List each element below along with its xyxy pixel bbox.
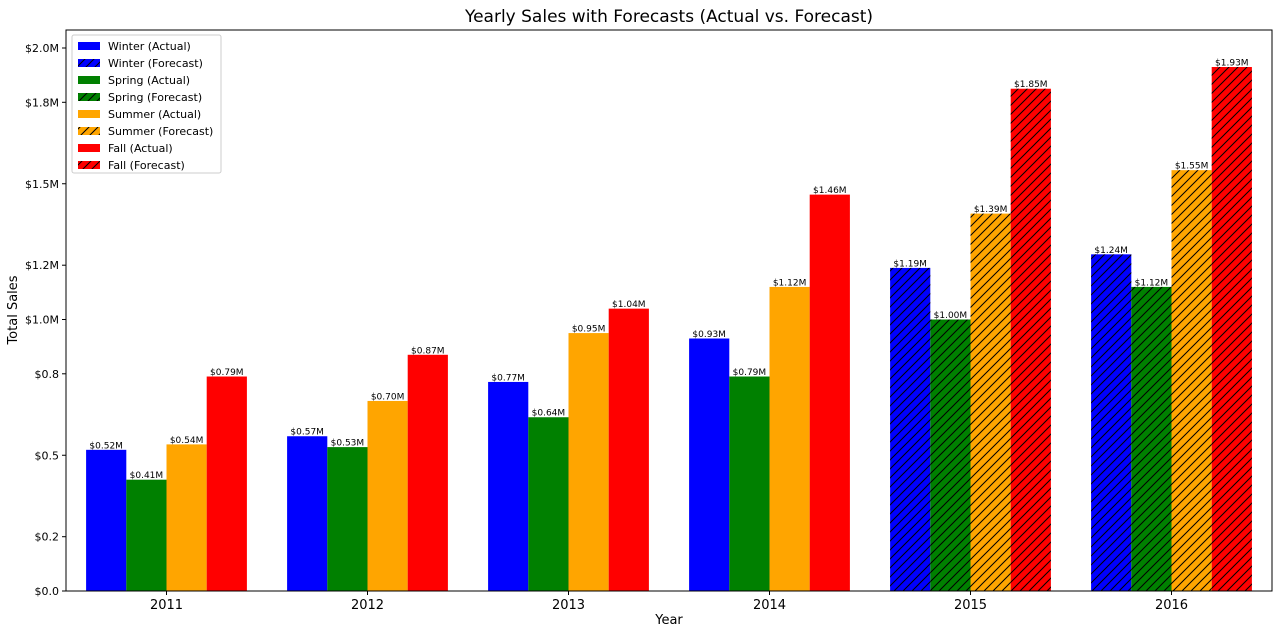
- bar-fall-2011: [206, 376, 247, 591]
- bar-fall-2013: [608, 308, 649, 591]
- x-tick-label: 2011: [150, 598, 183, 613]
- y-tick-label: $2.0M: [25, 42, 59, 55]
- legend-swatch-hatch: [78, 93, 100, 101]
- bar-summer-2012: [367, 400, 408, 591]
- legend-entry: Spring (Forecast): [108, 91, 202, 104]
- data-label: $0.52M: [89, 441, 123, 451]
- data-label: $0.54M: [170, 436, 204, 446]
- data-label: $1.93M: [1215, 59, 1249, 69]
- bar-hatch-winter-2015: [890, 267, 931, 591]
- bar-hatch-summer-2015: [970, 213, 1011, 592]
- y-tick-label: $0.8: [35, 368, 60, 381]
- x-axis-label: Year: [654, 613, 683, 628]
- bar-spring-2013: [528, 417, 569, 591]
- bar-summer-2013: [568, 333, 609, 591]
- x-tick-label: 2013: [552, 598, 585, 613]
- data-label: $0.70M: [371, 392, 405, 402]
- legend-entry: Fall (Forecast): [108, 159, 185, 172]
- legend-swatch-hatch: [78, 127, 100, 135]
- bar-fall-2012: [407, 354, 448, 591]
- legend-entry: Winter (Actual): [108, 40, 191, 53]
- legend-swatch: [78, 42, 100, 50]
- x-tick-label: 2014: [753, 598, 786, 613]
- bar-spring-2011: [126, 479, 167, 591]
- bar-spring-2012: [327, 447, 368, 591]
- legend-swatch-hatch: [78, 161, 100, 169]
- legend-swatch: [78, 76, 100, 84]
- y-tick-label: $1.5M: [25, 178, 59, 191]
- data-label: $1.19M: [893, 259, 927, 269]
- legend-entry: Fall (Actual): [108, 142, 173, 155]
- data-label: $1.00M: [934, 311, 968, 321]
- data-label: $1.39M: [974, 205, 1008, 215]
- bar-hatch-summer-2016: [1171, 170, 1212, 592]
- legend-entry: Summer (Forecast): [108, 125, 213, 138]
- bar-summer-2014: [769, 286, 810, 591]
- legend-entry: Summer (Actual): [108, 108, 201, 121]
- y-tick-label: $0.0: [35, 585, 60, 598]
- bar-hatch-spring-2016: [1131, 286, 1172, 591]
- data-label: $0.87M: [411, 346, 445, 356]
- legend-box: [71, 34, 222, 174]
- x-tick-label: 2015: [954, 598, 987, 613]
- chart-title: Yearly Sales with Forecasts (Actual vs. …: [464, 7, 873, 27]
- legend-entry: Winter (Forecast): [108, 57, 203, 70]
- plot-frame: [65, 29, 1273, 592]
- bar-winter-2011: [86, 449, 127, 591]
- legend-swatch: [78, 144, 100, 152]
- bar-spring-2014: [729, 376, 770, 591]
- data-label: $0.93M: [692, 330, 726, 340]
- data-label: $0.57M: [290, 428, 324, 438]
- x-tick-label: 2012: [351, 598, 384, 613]
- data-label: $0.64M: [532, 409, 566, 419]
- y-tick-label: $1.2M: [25, 259, 59, 272]
- bar-hatch-winter-2016: [1091, 254, 1132, 591]
- data-label: $0.53M: [331, 439, 365, 449]
- bar-winter-2013: [488, 381, 529, 591]
- data-label: $0.79M: [210, 368, 244, 378]
- bar-winter-2012: [287, 436, 328, 591]
- y-axis-label: Total Sales: [6, 275, 21, 345]
- bar-winter-2014: [689, 338, 730, 591]
- x-tick-label: 2016: [1155, 598, 1188, 613]
- bar-hatch-fall-2015: [1010, 88, 1051, 591]
- legend: Winter (Actual) Winter (Forecast) Spring (…: [71, 34, 222, 174]
- data-label: $1.12M: [1135, 278, 1169, 288]
- bars-layer: [86, 67, 1252, 592]
- data-label: $1.12M: [773, 278, 807, 288]
- bar-fall-2014: [809, 194, 850, 592]
- x-axis: 2011 2012 2013 2014 2015 2016: [150, 591, 1188, 613]
- data-label: $1.85M: [1014, 80, 1048, 90]
- legend-swatch: [78, 110, 100, 118]
- data-label: $0.79M: [733, 368, 767, 378]
- data-labels-layer: $0.52M $0.41M $0.54M $0.79M $0.57M $0.53M $0.7…: [89, 59, 1248, 482]
- data-label: $1.04M: [612, 300, 646, 310]
- y-tick-label: $1.0M: [25, 314, 59, 327]
- data-label: $1.46M: [813, 186, 847, 196]
- bar-hatch-fall-2016: [1211, 67, 1252, 591]
- y-tick-label: $0.5: [35, 449, 60, 462]
- y-axis: $0.0 $0.2 $0.5 $0.8 $1.0M $1.2M $1.5M $1.8M $2.0…: [25, 42, 66, 598]
- data-label: $0.41M: [130, 471, 164, 481]
- data-label: $1.24M: [1094, 246, 1128, 256]
- bar-summer-2011: [166, 444, 207, 591]
- y-tick-label: $0.2: [35, 531, 60, 544]
- data-label: $0.77M: [491, 373, 525, 383]
- y-tick-label: $1.8M: [25, 96, 59, 109]
- data-label: $1.55M: [1175, 162, 1209, 172]
- bar-hatch-spring-2015: [930, 319, 971, 591]
- data-label: $0.95M: [572, 325, 606, 335]
- legend-swatch-hatch: [78, 59, 100, 67]
- legend-entry: Spring (Actual): [108, 74, 190, 87]
